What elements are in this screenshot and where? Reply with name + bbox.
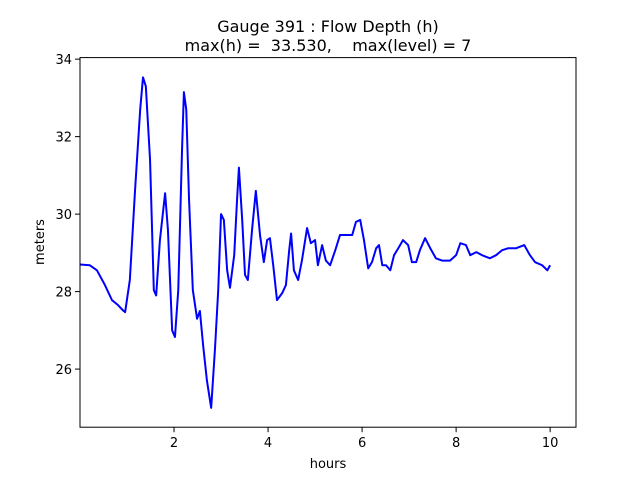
y-axis-label: meters	[33, 219, 48, 265]
y-tick-label: 28	[55, 286, 72, 301]
x-tick-label: 2	[170, 436, 178, 451]
chart-subtitle: max(h) = 33.530, max(level) = 7	[185, 36, 472, 55]
y-tick-label: 30	[55, 208, 72, 223]
x-tick-label: 8	[452, 436, 460, 451]
y-tick-label: 26	[55, 363, 72, 378]
plot-frame	[79, 57, 577, 428]
x-tick-label: 4	[264, 436, 272, 451]
x-axis-label: hours	[310, 457, 347, 472]
y-tick-label: 34	[55, 53, 72, 68]
chart-title: Gauge 391 : Flow Depth (h)	[217, 17, 439, 36]
x-tick-label: 6	[358, 436, 366, 451]
y-tick-label: 32	[55, 131, 72, 146]
x-tick-label: 10	[542, 436, 559, 451]
line	[79, 76, 552, 409]
